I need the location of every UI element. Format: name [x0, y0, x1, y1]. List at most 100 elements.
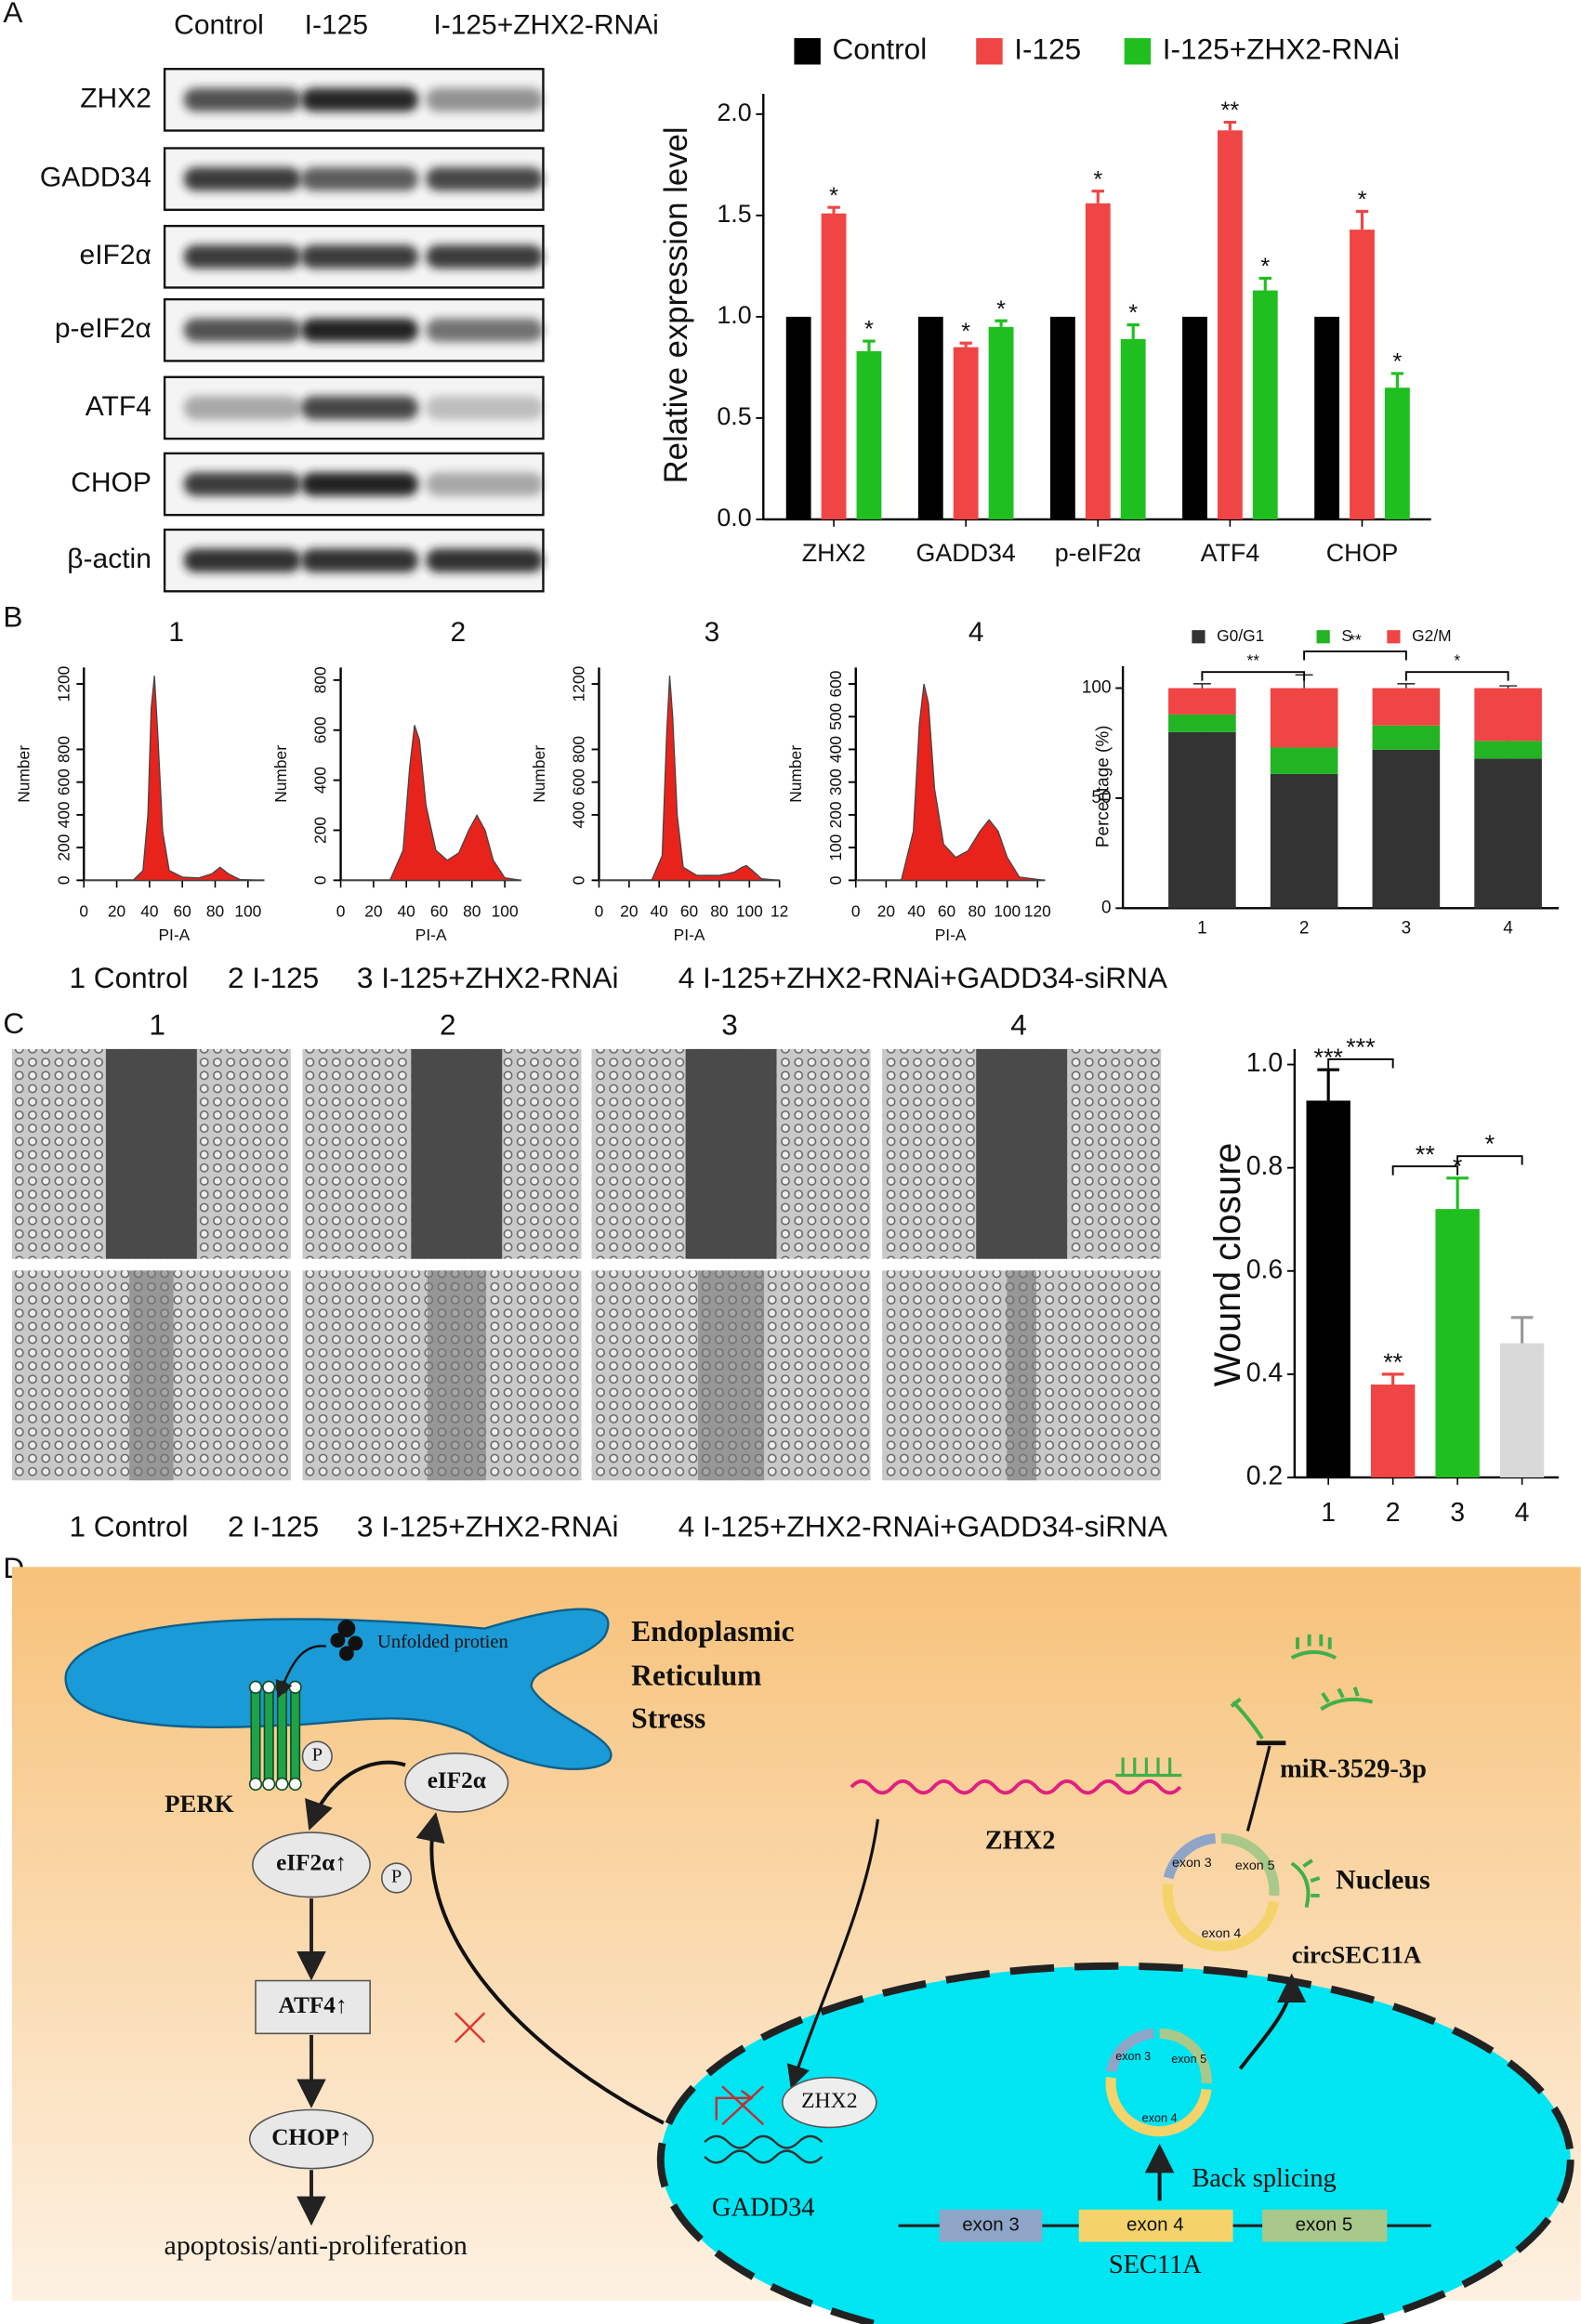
diagram-label: exon 5 [1171, 2053, 1206, 2066]
bar [1120, 338, 1146, 519]
arrow [786, 1818, 880, 2090]
x-tick-label: 0 [336, 902, 346, 921]
legend-swatch [1316, 630, 1330, 644]
y-axis-label: Number [530, 745, 548, 803]
y-axis-label: Relative expression level [659, 126, 694, 483]
wound-gap [976, 1048, 1068, 1259]
diagram-label: exon 4 [1142, 2111, 1178, 2124]
significance-label: * [829, 183, 838, 209]
wound-gap [105, 1048, 197, 1259]
blot-band [183, 472, 301, 496]
blocked-promoter [715, 2085, 765, 2126]
mirna-shapes [1230, 1634, 1374, 1909]
blot-column-label: I-125+ZHX2-RNAi [433, 9, 658, 40]
blot-band [426, 396, 544, 420]
significance-label: * [864, 317, 874, 343]
y-tick-label: 800 [311, 666, 330, 693]
exon [939, 2209, 1043, 2242]
group-legend: 3 I-125+ZHX2-RNAi [357, 961, 619, 994]
error-bar [1223, 120, 1237, 131]
x-tick-label: 0 [851, 902, 861, 921]
blot-band [183, 548, 301, 572]
diagram-label: eIF2α [428, 1767, 486, 1793]
arrow [415, 1812, 665, 2125]
legend-label: Control [832, 33, 927, 66]
mirna-shape [1115, 1757, 1182, 1778]
diagram-label: exon 3 [962, 2214, 1020, 2236]
y-axis-label: Number [786, 745, 805, 803]
significance-label: * [1093, 166, 1102, 192]
x-tick-label: 100 [736, 902, 763, 921]
diagram-label: Nucleus [1336, 1865, 1430, 1896]
x-tick-label: 80 [710, 902, 728, 921]
legend-label: I-125+ZHX2-RNAi [1163, 33, 1400, 66]
chart-title: 1 [168, 617, 184, 648]
node [404, 1753, 509, 1813]
bar [1182, 316, 1207, 519]
chart-title: 2 [451, 617, 467, 648]
bar-segment [1168, 731, 1236, 909]
bar-segment [1168, 688, 1236, 715]
diagram-label: exon 4 [1126, 2214, 1184, 2236]
legend-swatch [976, 38, 1003, 65]
y-axis-label: Wound closure [1207, 1143, 1248, 1387]
diagram-label: SEC11A [1109, 2251, 1202, 2279]
significance-label: ** [1383, 1348, 1403, 1376]
error-bar [1499, 685, 1518, 689]
legend-swatch [1192, 630, 1206, 644]
x-tick-label: 1 [1321, 1498, 1336, 1528]
error-bar [1510, 1316, 1534, 1344]
x-tick-label: 80 [463, 902, 481, 921]
y-tick-label: 600 [54, 768, 72, 795]
histogram-area [855, 683, 1046, 881]
y-tick-label: 1.0 [1246, 1048, 1284, 1078]
error-bar [1355, 209, 1369, 230]
group-legend: 2 I-125 [228, 961, 319, 994]
image-title: 4 [1010, 1008, 1027, 1042]
diagram-label: ZHX2 [985, 1827, 1056, 1856]
y-axis-label: Percentage (%) [1094, 726, 1113, 848]
x-tick-label: 20 [877, 902, 895, 921]
blot-row-label: p-eIF2α [55, 313, 152, 344]
phospho [380, 1862, 413, 1894]
y-axis-label: Number [271, 745, 290, 803]
diagram-label: Reticulum [631, 1660, 761, 1692]
histogram-area [340, 725, 521, 881]
x-tick-label: 40 [140, 902, 158, 921]
wound-gap [129, 1270, 174, 1481]
x-axis-label: PI-A [415, 926, 447, 944]
y-tick-label: 0 [54, 876, 72, 886]
bar [856, 350, 882, 519]
bar [953, 347, 979, 519]
significance-label: ** [1246, 651, 1259, 670]
bar [917, 316, 943, 519]
bar [821, 213, 847, 519]
panel-label: B [3, 600, 22, 634]
blot-band [183, 87, 301, 112]
wound-gap [1007, 1270, 1036, 1481]
significance-label: * [1260, 254, 1270, 280]
chart-title: 3 [705, 617, 720, 648]
y-tick-label: 600 [826, 671, 845, 698]
arrow [1238, 1973, 1307, 2070]
y-tick-label: 500 [826, 703, 845, 730]
x-axis-label: PI-A [158, 926, 190, 944]
x-tick-label: 0 [595, 902, 604, 921]
node [255, 1979, 371, 2035]
y-tick-label: 0 [311, 876, 330, 886]
y-tick-label: 200 [54, 834, 72, 861]
blot-band [183, 318, 301, 342]
circ-rna [1162, 1832, 1280, 1951]
diagram-label: miR-3529-3p [1280, 1754, 1427, 1783]
significance-label: * [1454, 651, 1460, 670]
diagram-label: ATF4↑ [279, 1992, 348, 2018]
blot-band [300, 87, 419, 112]
y-tick-label: 300 [826, 768, 845, 795]
diagram-label: ZHX2 [801, 2089, 857, 2113]
x-tick-label: 20 [620, 902, 638, 921]
dna [704, 2134, 823, 2164]
bar [1435, 1209, 1480, 1477]
x-tick-label: 60 [938, 902, 955, 921]
y-tick-label: 800 [570, 736, 588, 763]
